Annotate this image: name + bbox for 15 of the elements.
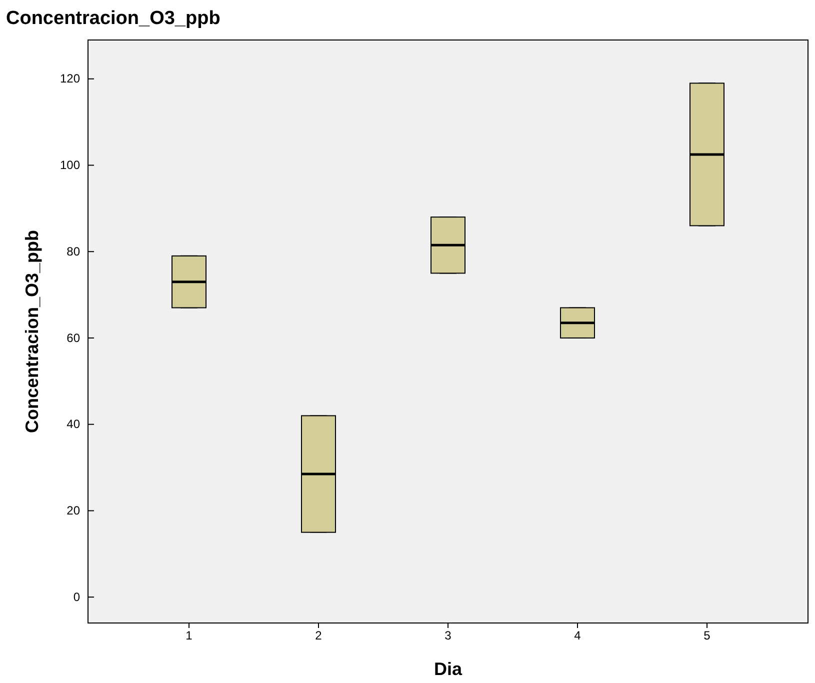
y-tick-label: 0 [73,590,80,604]
x-tick-label: 1 [186,628,193,643]
y-tick-label: 100 [60,158,80,172]
y-tick-label: 80 [66,244,80,258]
y-tick-label: 40 [66,417,80,432]
y-axis-title: Concentracion_O3_ppb [22,230,42,434]
y-tick-label: 120 [60,72,80,86]
x-tick-label: 2 [315,628,322,643]
x-tick-label: 4 [574,628,582,643]
x-tick-label: 3 [444,628,452,643]
x-axis-title: Dia [434,659,463,679]
y-tick-label: 20 [66,504,80,518]
chart-title: Concentracion_O3_ppb [6,8,220,29]
y-tick-label: 60 [66,330,80,345]
x-tick-label: 5 [704,628,711,643]
